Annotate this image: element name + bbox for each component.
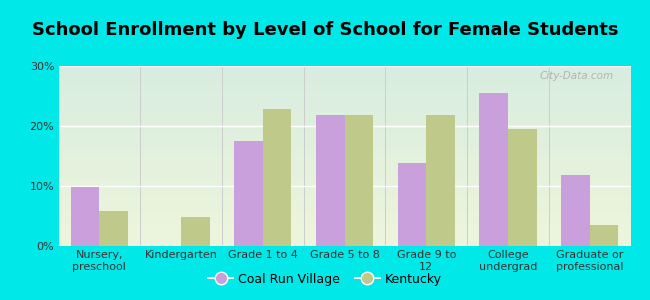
Bar bbox=[99, 211, 128, 246]
Bar bbox=[590, 225, 618, 246]
Bar bbox=[508, 129, 536, 246]
Bar bbox=[263, 109, 291, 246]
Text: City-Data.com: City-Data.com bbox=[540, 71, 614, 81]
Bar bbox=[344, 115, 373, 246]
Legend: Coal Run Village, Kentucky: Coal Run Village, Kentucky bbox=[203, 268, 447, 291]
Bar bbox=[234, 141, 263, 246]
Bar bbox=[316, 115, 344, 246]
Bar bbox=[398, 163, 426, 246]
Bar bbox=[561, 175, 590, 246]
Text: School Enrollment by Level of School for Female Students: School Enrollment by Level of School for… bbox=[32, 21, 618, 39]
Bar bbox=[426, 115, 455, 246]
Bar bbox=[71, 187, 99, 246]
Bar bbox=[181, 217, 210, 246]
Bar bbox=[479, 93, 508, 246]
